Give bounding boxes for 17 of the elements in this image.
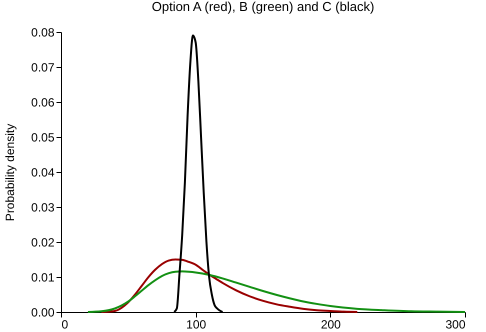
x-tick-label: 100 [186,318,206,332]
line-series [86,270,466,313]
y-tick-label: 0.03 [31,200,55,214]
y-tick-label: 0.01 [31,270,55,284]
line-series [100,258,358,313]
y-tick-label: 0.00 [31,306,55,320]
y-tick-label: 0.06 [31,96,55,110]
y-tick-label: 0.04 [31,166,55,180]
y-tick-label: 0.02 [31,236,55,250]
y-tick-label: 0.05 [31,130,55,144]
y-tick-label: 0.08 [31,26,55,40]
y-axis-title: Probability density [3,124,18,222]
x-tick-label: 300 [445,318,466,332]
x-tick-label: 200 [320,318,342,332]
x-tick-label: 0 [62,318,68,332]
chart-title: Option A (red), B (green) and C (black) [152,0,374,14]
y-tick-label: 0.07 [31,60,55,74]
